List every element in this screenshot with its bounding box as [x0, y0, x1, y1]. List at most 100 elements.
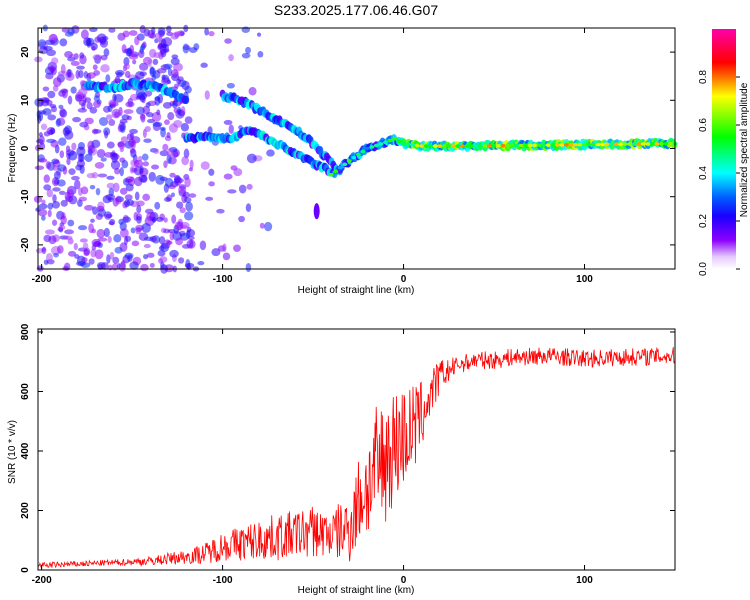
- heatmap-cell: [163, 217, 168, 223]
- heatmap-cell: [161, 77, 171, 85]
- heatmap-cell: [64, 130, 74, 140]
- heatmap-cell: [43, 184, 52, 191]
- spectrogram-x-tick-label: 0: [401, 274, 407, 285]
- heatmap-cell: [146, 252, 155, 258]
- heatmap-cell: [125, 183, 134, 192]
- heatmap-cell: [328, 172, 334, 177]
- heatmap-cell: [595, 142, 601, 147]
- heatmap-cell: [56, 245, 64, 254]
- heatmap-cell: [264, 221, 273, 232]
- heatmap-cell: [52, 164, 57, 171]
- heatmap-cell: [63, 262, 71, 271]
- heatmap-cell: [119, 157, 126, 163]
- heatmap-cell: [238, 215, 245, 223]
- heatmap-cell: [75, 69, 80, 79]
- heatmap-cell: [96, 148, 106, 158]
- heatmap-cell: [68, 150, 78, 161]
- heatmap-cell: [143, 254, 149, 260]
- heatmap-cell: [73, 179, 81, 190]
- heatmap-cell: [91, 45, 96, 51]
- heatmap-cell: [174, 177, 184, 184]
- heatmap-cell: [174, 221, 182, 232]
- heatmap-cell: [106, 141, 115, 149]
- heatmap-cell: [233, 244, 241, 253]
- heatmap-cell: [115, 69, 125, 76]
- heatmap-cell: [505, 143, 511, 148]
- heatmap-cell: [586, 142, 592, 147]
- heatmap-cell: [518, 143, 524, 148]
- heatmap-cell: [223, 173, 233, 180]
- heatmap-cell: [184, 211, 194, 221]
- heatmap-cell: [105, 74, 111, 83]
- snr-x-tick-label: 0: [401, 575, 407, 586]
- heatmap-cell: [52, 77, 62, 87]
- heatmap-cell: [97, 173, 108, 178]
- heatmap-cell: [246, 183, 253, 190]
- heatmap-cell: [183, 95, 190, 105]
- heatmap-cell: [572, 142, 578, 147]
- heatmap-cell: [142, 193, 151, 201]
- snr-x-tick-label: -100: [213, 575, 233, 586]
- snr-y-tick-label: 0: [20, 567, 31, 573]
- heatmap-cell: [108, 221, 115, 226]
- heatmap-cell: [446, 144, 452, 148]
- heatmap-cell: [96, 261, 106, 270]
- snr-y-tick-label: 200: [20, 502, 31, 519]
- heatmap-cell: [164, 119, 170, 125]
- heatmap-cell: [208, 181, 215, 187]
- heatmap-cell: [455, 144, 461, 148]
- heatmap-cell: [144, 125, 151, 132]
- heatmap-cell: [93, 100, 101, 108]
- heatmap-cell: [151, 164, 160, 170]
- heatmap-cell: [103, 227, 110, 238]
- snr-panel: -200 -100 0 100 0 200 400 600 800 Height of str…: [7, 323, 676, 596]
- heatmap-cell: [600, 142, 606, 147]
- heatmap-cell: [84, 204, 94, 211]
- heatmap-cell: [185, 201, 193, 212]
- heatmap-cell: [138, 156, 143, 162]
- heatmap-cell: [42, 86, 50, 92]
- heatmap-cell: [613, 142, 619, 147]
- spectrogram-y-axis: -20 -10 0 10 20: [20, 46, 675, 252]
- heatmap-cell: [149, 262, 155, 268]
- heatmap-cell: [157, 27, 166, 36]
- heatmap-cell: [636, 142, 642, 146]
- heatmap-cell: [169, 249, 179, 258]
- heatmap-cell: [222, 252, 231, 261]
- heatmap-cell: [223, 119, 233, 126]
- heatmap-cell: [138, 232, 149, 241]
- heatmap-cell: [124, 194, 133, 201]
- heatmap-cell: [94, 249, 104, 260]
- heatmap-cell: [360, 149, 366, 154]
- heatmap-cell: [139, 167, 149, 177]
- heatmap-cell: [160, 127, 166, 138]
- heatmap-cell: [174, 83, 180, 88]
- heatmap-cell: [423, 144, 429, 148]
- heatmap-cell: [241, 52, 251, 59]
- heatmap-cell: [149, 48, 157, 58]
- snr-x-tick-label: -200: [32, 575, 52, 586]
- heatmap-cell: [559, 143, 565, 147]
- heatmap-cell: [100, 64, 110, 73]
- heatmap-cell: [162, 143, 169, 151]
- heatmap-cell: [104, 130, 109, 139]
- heatmap-cell: [183, 148, 190, 159]
- heatmap-cell: [208, 168, 215, 176]
- heatmap-cell: [126, 115, 132, 121]
- colorbar-tick-label: 0.2: [698, 214, 709, 228]
- heatmap-cell: [188, 47, 198, 53]
- heatmap-cell: [162, 101, 172, 109]
- heatmap-cell: [79, 238, 88, 243]
- spectrogram-x-label: Height of straight line (km): [298, 285, 415, 296]
- heatmap-cell: [80, 186, 89, 195]
- heatmap-cell: [112, 197, 119, 207]
- heatmap-cell: [93, 95, 100, 102]
- heatmap-cell: [105, 114, 113, 120]
- heatmap-cell: [129, 148, 136, 154]
- heatmap-cell: [658, 142, 664, 146]
- spectrogram-y-label: Frequency (Hz): [7, 114, 18, 183]
- heatmap-cell: [200, 62, 208, 68]
- heatmap-cell: [98, 117, 109, 126]
- heatmap-cell: [84, 153, 93, 163]
